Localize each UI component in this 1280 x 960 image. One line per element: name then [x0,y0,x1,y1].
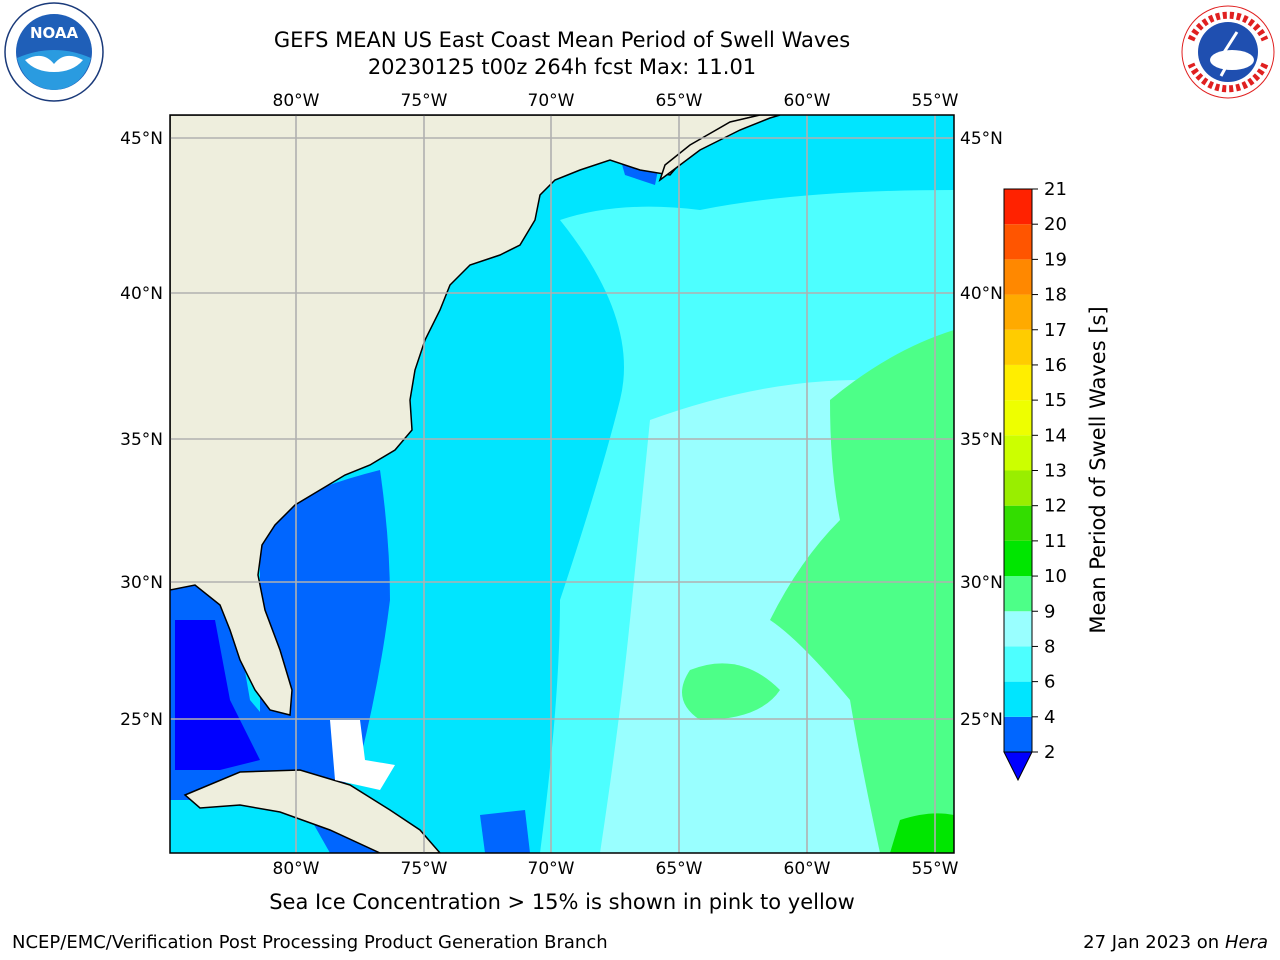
colorbar-tick-label: 19 [1044,249,1067,270]
branch-credit: NCEP/EMC/Verification Post Processing Pr… [12,932,608,953]
colorbar: 2 4 6 8 9 10 11 12 13 14 15 16 17 18 19 20 21 [1003,179,1067,782]
chart-title: GEFS MEAN US East Coast Mean Period of S… [273,28,851,52]
colorbar-segment [1004,400,1032,436]
lon-label-top: 55°W [912,91,959,111]
colorbar-segment [1004,540,1032,577]
colorbar-segment [1004,259,1032,295]
noaa-logo: NOAA [4,2,104,102]
colorbar-tick-label: 14 [1044,425,1067,446]
colorbar-tick-label: 9 [1044,601,1055,622]
colorbar-tick-label: 6 [1044,672,1055,693]
lon-label-top: 65°W [656,91,703,111]
lon-label-bottom: 75°W [401,859,448,879]
lon-label-bottom: 65°W [656,859,703,879]
lat-label-left: 35°N [120,430,163,450]
colorbar-segment [1004,329,1032,365]
swell-period-field [170,115,954,853]
lat-label-left: 25°N [120,710,163,730]
colorbar-tick-label: 13 [1044,461,1067,482]
nova-scotia [658,115,781,183]
colorbar-tick-label: 10 [1044,566,1067,587]
lon-label-top: 60°W [784,91,831,111]
colorbar-segment [1004,611,1032,647]
colorbar-extend-arrow [1003,751,1033,782]
colorbar-segment [1004,189,1032,225]
colorbar-tick-label: 2 [1044,742,1055,763]
colorbar-tick-label: 11 [1044,531,1067,552]
chart-subtitle: 20230125 t00z 264h fcst Max: 11.01 [367,55,757,79]
colorbar-tick-label: 4 [1044,707,1055,728]
lon-label-top: 70°W [528,91,575,111]
colorbar-segment [1004,681,1032,717]
colorbar-segment [1004,505,1032,541]
colorbar-segment [1004,224,1032,260]
lon-label-top: 75°W [401,91,448,111]
colorbar-segment [1004,716,1032,752]
colorbar-tick-label: 21 [1044,179,1067,200]
run-info: 27 Jan 2023 on Hera [1083,932,1268,953]
svg-text:NOAA: NOAA [30,24,79,42]
lat-label-left: 45°N [120,129,163,149]
colorbar-segment [1004,576,1032,612]
lon-label-top: 80°W [273,91,320,111]
colorbar-tick-label: 17 [1044,320,1067,341]
colorbar-tick-label: 20 [1044,214,1067,235]
lat-label-right: 40°N [960,284,1003,304]
colorbar-tick-label: 18 [1044,285,1067,306]
lon-label-bottom: 70°W [528,859,575,879]
sea-ice-note: Sea Ice Concentration > 15% is shown in … [269,890,855,914]
colorbar-tick-label: 16 [1044,355,1067,376]
cuba [183,769,441,853]
land-mass [170,115,761,716]
colorbar-tick-label: 8 [1044,636,1055,657]
colorbar-segment [1004,294,1032,330]
lat-label-left: 40°N [120,284,163,304]
colorbar-segment [1004,435,1032,471]
lat-label-right: 25°N [960,710,1003,730]
lat-label-left: 30°N [120,573,163,593]
lon-label-bottom: 80°W [273,859,320,879]
colorbar-segment [1004,646,1032,682]
bahamas-white [330,720,395,790]
colorbar-segment [1004,470,1032,506]
system-name: Hera [1224,932,1268,953]
lon-label-bottom: 55°W [912,859,959,879]
map-frame [169,114,955,854]
lat-label-right: 45°N [960,129,1003,149]
colorbar-tick-label: 15 [1044,390,1067,411]
gridlines [170,115,954,853]
lat-label-right: 35°N [960,430,1003,450]
lat-label-right: 30°N [960,573,1003,593]
colorbar-title: Mean Period of Swell Waves [s] [1086,306,1110,634]
run-date: 27 Jan 2023 on [1083,932,1225,953]
lon-label-bottom: 60°W [784,859,831,879]
colorbar-tick-label: 12 [1044,496,1067,517]
nws-logo [1179,3,1277,101]
colorbar-segment [1004,364,1032,401]
